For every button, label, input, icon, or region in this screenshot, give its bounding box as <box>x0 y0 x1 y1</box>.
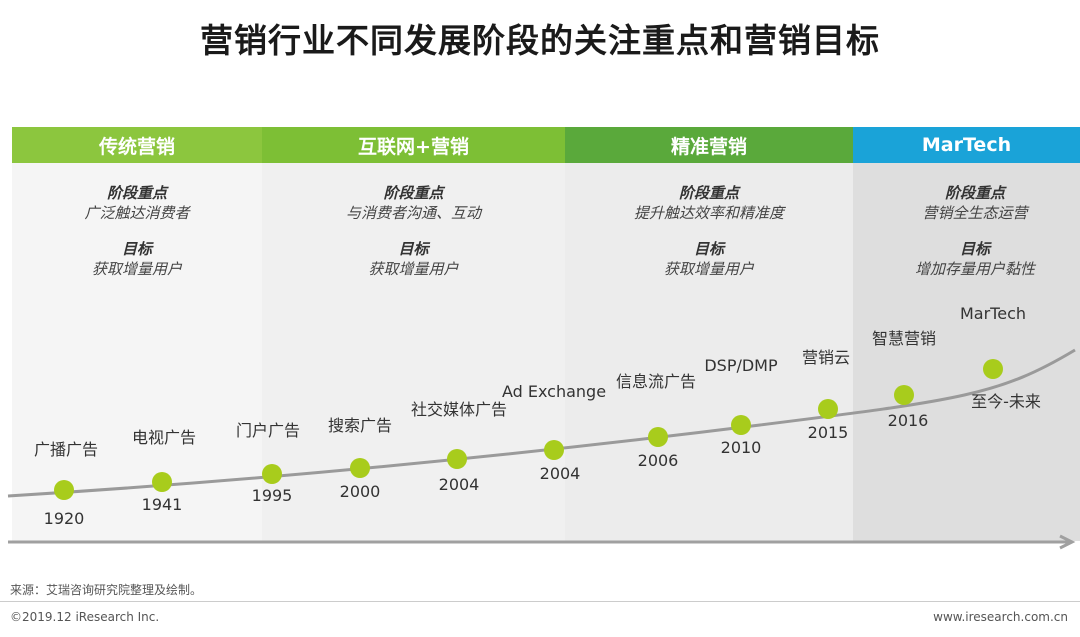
milestone-dot <box>544 440 564 460</box>
stage-info-precision: 阶段重点 提升触达效率和精准度 目标 获取增量用户 <box>565 183 853 279</box>
milestone-label: 营销云 <box>802 348 850 367</box>
milestone-label: 搜索广告 <box>328 416 392 435</box>
milestone-dot <box>54 480 74 500</box>
milestone-dot <box>818 399 838 419</box>
focus-text: 提升触达效率和精准度 <box>633 204 784 222</box>
stage-precision-bg <box>565 163 853 541</box>
milestone-dot <box>648 427 668 447</box>
footer-divider <box>0 601 1080 602</box>
focus-label: 阶段重点 <box>678 184 739 202</box>
goal-label: 目标 <box>693 240 724 258</box>
stage-internet-bg <box>262 163 565 541</box>
page-title: 营销行业不同发展阶段的关注重点和营销目标 <box>200 21 880 60</box>
milestone-dot <box>262 464 282 484</box>
time-axis-arrowhead <box>1059 534 1076 550</box>
stage-header-internet: 互联网+营销 <box>262 127 565 163</box>
milestone-label: 电视广告 <box>132 428 196 447</box>
copyright: ©2019.12 iResearch Inc. <box>10 610 160 624</box>
stage-header-precision: 精准营销 <box>565 127 853 163</box>
stage-info-traditional: 阶段重点 广泛触达消费者 目标 获取增量用户 <box>12 183 262 279</box>
milestone-dot <box>152 472 172 492</box>
milestone-year: 2016 <box>888 411 929 430</box>
milestone-year: 1995 <box>252 486 293 505</box>
milestone-label: 门户广告 <box>236 421 300 440</box>
milestone-year: 2004 <box>439 475 480 494</box>
milestone-year: 2015 <box>808 423 849 442</box>
goal-text: 获取增量用户 <box>663 260 754 278</box>
milestone-year: 1941 <box>142 495 183 514</box>
milestone-dot <box>447 449 467 469</box>
focus-label: 阶段重点 <box>383 184 444 202</box>
stage-traditional-bg <box>12 163 262 541</box>
focus-text: 广泛触达消费者 <box>84 204 190 222</box>
milestone-label: 社交媒体广告 <box>411 400 507 419</box>
focus-label: 阶段重点 <box>106 184 167 202</box>
stage-header-traditional: 传统营销 <box>12 127 262 163</box>
milestone-dot <box>350 458 370 478</box>
milestone-year: 2010 <box>721 438 762 457</box>
milestone-year: 2004 <box>540 464 581 483</box>
milestone-label: 智慧营销 <box>872 329 936 348</box>
milestone-dot <box>983 359 1003 379</box>
goal-label: 目标 <box>398 240 429 258</box>
timeline-diagram: 广播广告 1920 电视广告 1941 门户广告 1995 搜索广告 2000 社交媒体广告 20… <box>7 304 1076 550</box>
milestone-dot <box>894 385 914 405</box>
focus-label: 阶段重点 <box>944 184 1005 202</box>
milestone-label: DSP/DMP <box>704 356 778 375</box>
milestone-year: 2006 <box>638 451 679 470</box>
milestone-year: 至今-未来 <box>971 392 1041 411</box>
goal-text: 获取增量用户 <box>91 260 182 278</box>
milestone-label: 信息流广告 <box>616 372 696 391</box>
goal-label: 目标 <box>959 240 990 258</box>
milestone-year: 1920 <box>44 509 85 528</box>
stage-header-martech: MarTech <box>853 127 1080 163</box>
stage-info-martech: 阶段重点 营销全生态运营 目标 增加存量用户黏性 <box>853 183 1080 279</box>
website-url: www.iresearch.com.cn <box>933 610 1068 624</box>
stage-info-internet: 阶段重点 与消费者沟通、互动 目标 获取增量用户 <box>262 183 565 279</box>
milestone-label: 广播广告 <box>34 440 98 459</box>
focus-text: 与消费者沟通、互动 <box>345 204 481 222</box>
goal-label: 目标 <box>121 240 152 258</box>
focus-text: 营销全生态运营 <box>922 204 1028 222</box>
milestone-dot <box>731 415 751 435</box>
stage-martech-bg <box>853 163 1080 541</box>
milestone-year: 2000 <box>340 482 381 501</box>
growth-curve <box>7 348 1076 498</box>
milestone-label: Ad Exchange <box>502 382 606 401</box>
goal-text: 增加存量用户黏性 <box>914 260 1035 278</box>
source-note: 来源：艾瑞咨询研究院整理及绘制。 <box>10 583 203 597</box>
goal-text: 获取增量用户 <box>368 260 459 278</box>
milestone-label: MarTech <box>960 304 1026 323</box>
